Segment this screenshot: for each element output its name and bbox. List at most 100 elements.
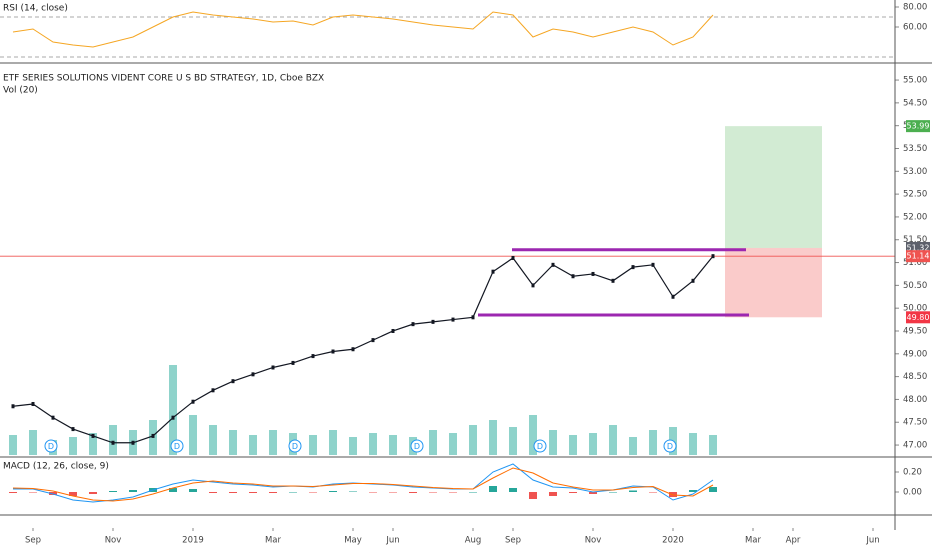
- histogram-bar: [369, 492, 377, 493]
- loss-zone: [725, 247, 822, 318]
- volume-bar: [369, 433, 377, 455]
- price-bar: [671, 294, 675, 299]
- price-bar: [51, 415, 55, 420]
- volume-bar: [589, 433, 597, 455]
- y-tick-label: 55.00: [903, 76, 927, 86]
- price-bar: [551, 262, 555, 267]
- price-bar: [131, 440, 135, 445]
- price-bar: [211, 388, 215, 393]
- dividend-marker: [288, 439, 302, 453]
- histogram-bar: [329, 491, 337, 492]
- volume-title: Vol (20): [3, 86, 38, 96]
- dividend-marker: [170, 439, 184, 453]
- price-marker-label: 51.32: [907, 243, 930, 252]
- volume-bar: [229, 430, 237, 455]
- histogram-bar: [629, 490, 637, 492]
- price-bar: [591, 271, 595, 276]
- dividend-label: D: [537, 442, 543, 451]
- volume-bar: [469, 425, 477, 455]
- volume-bar: [609, 425, 617, 455]
- y-tick-label: 53.50: [903, 144, 927, 154]
- y-tick-label: 0.00: [903, 488, 922, 498]
- y-tick-label: 47.00: [903, 441, 927, 451]
- price-bar: [11, 404, 15, 409]
- histogram-bar: [649, 492, 657, 493]
- price-bar: [231, 379, 235, 384]
- volume-bar: [689, 433, 697, 455]
- price-marker-label: 51.14: [907, 252, 930, 261]
- price-line: [12, 255, 714, 444]
- dividend-label: D: [292, 442, 298, 451]
- x-tick-label: Mar: [265, 536, 282, 546]
- histogram-bar: [709, 487, 717, 492]
- price-bar: [611, 278, 615, 283]
- volume-bar: [349, 437, 357, 455]
- y-tick-label: 49.50: [903, 326, 927, 336]
- dividend-label: D: [48, 442, 54, 451]
- y-tick-label: 51.00: [903, 258, 927, 268]
- y-tick-label: 52.00: [903, 212, 927, 222]
- volume-bar: [109, 425, 117, 455]
- volume-bar: [569, 435, 577, 455]
- volume-bar: [89, 433, 97, 455]
- volume-bar: [209, 425, 217, 455]
- x-tick-label: 2020: [662, 536, 684, 546]
- histogram-bar: [349, 491, 357, 492]
- volume-bar: [709, 435, 717, 455]
- x-tick-label: Apr: [786, 536, 801, 546]
- price-bar: [391, 328, 395, 333]
- panel-title: MACD (12, 26, close, 9): [3, 462, 109, 472]
- dividend-marker: [410, 439, 424, 453]
- price-bar: [711, 254, 715, 259]
- price-bar: [631, 265, 635, 270]
- price-bar: [371, 338, 375, 343]
- dividend-marker: [663, 439, 677, 453]
- volume-bar: [249, 435, 257, 455]
- histogram-bar: [229, 492, 237, 493]
- histogram-bar: [289, 492, 297, 493]
- y-tick-label: 0.20: [903, 468, 922, 478]
- volume-bar: [169, 365, 177, 455]
- panel-title: ETF SERIES SOLUTIONS VIDENT CORE U S BD …: [3, 74, 324, 84]
- price-bar: [271, 365, 275, 370]
- y-tick-label: 48.50: [903, 372, 927, 382]
- histogram-bar: [569, 492, 577, 493]
- histogram-bar: [469, 492, 477, 493]
- price-bar: [571, 274, 575, 279]
- price-bar: [111, 440, 115, 445]
- price-marker-label: 49.80: [907, 313, 930, 322]
- panel-title: RSI (14, close): [3, 4, 68, 14]
- histogram-bar: [589, 492, 597, 494]
- dividend-marker: [533, 439, 547, 453]
- rsi-line: [12, 11, 714, 48]
- dividend-label: D: [667, 442, 673, 451]
- x-tick-label: Aug: [465, 536, 482, 546]
- macd-line: [12, 467, 714, 502]
- y-tick-label: 49.00: [903, 349, 927, 359]
- price-bar: [251, 372, 255, 377]
- x-tick-label: May: [344, 536, 362, 546]
- x-tick-label: Sep: [505, 536, 521, 546]
- volume-bar: [549, 430, 557, 455]
- x-tick-label: Mar: [745, 536, 762, 546]
- histogram-bar: [189, 489, 197, 492]
- price-bar: [71, 427, 75, 432]
- price-bar: [31, 401, 35, 406]
- price-bar: [91, 433, 95, 438]
- volume-bar: [649, 430, 657, 455]
- dividend-label: D: [174, 442, 180, 451]
- y-tick-label: 47.50: [903, 418, 927, 428]
- histogram-bar: [309, 492, 317, 493]
- price-marker: [906, 120, 930, 133]
- volume-bar: [269, 430, 277, 455]
- histogram-bar: [689, 490, 697, 492]
- volume-bar: [29, 430, 37, 455]
- price-bar: [311, 354, 315, 359]
- price-bar: [171, 415, 175, 420]
- histogram-bar: [489, 486, 497, 492]
- x-tick-label: Jun: [865, 536, 879, 546]
- price-marker: [906, 250, 930, 263]
- histogram-bar: [509, 488, 517, 492]
- histogram-bar: [549, 492, 557, 496]
